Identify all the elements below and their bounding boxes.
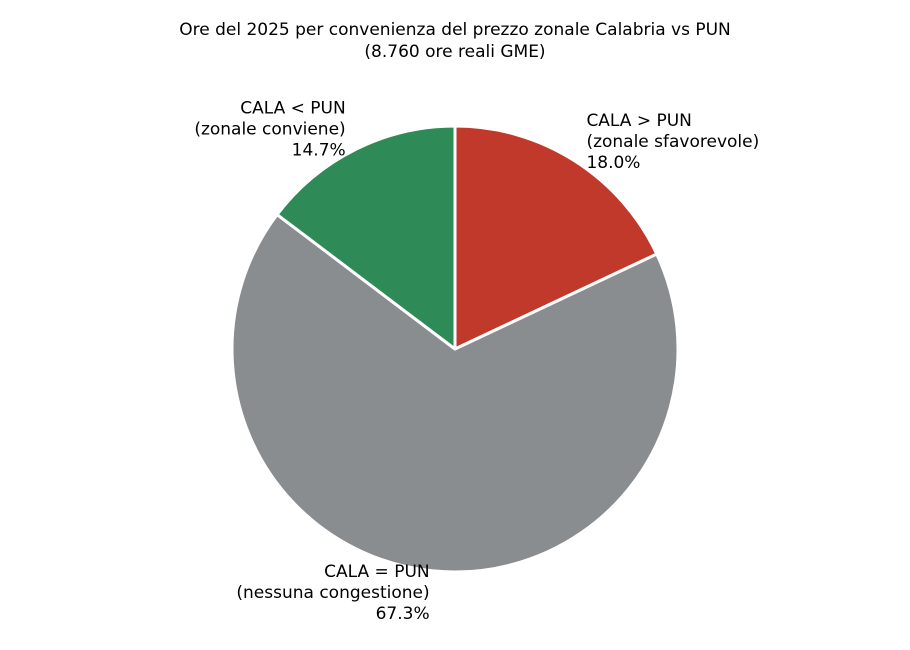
value-label: 18.0% [586, 153, 640, 173]
pie-slice [230, 213, 680, 574]
chart-title: Ore del 2025 per convenienza del prezzo … [179, 20, 731, 40]
slice-description: (zonale conviene) [194, 119, 345, 139]
pie-slice [453, 124, 659, 351]
slice-label: CALA < PUN [240, 98, 345, 118]
slice-description: (zonale sfavorevole) [586, 132, 759, 152]
slice-description: (nessuna congestione) [236, 583, 429, 603]
slice-label: CALA = PUN [324, 562, 429, 582]
value-label: 67.3% [376, 604, 430, 624]
slice-label: CALA > PUN [586, 111, 691, 131]
chart-subtitle: (8.760 ore reali GME) [364, 42, 545, 62]
pie-slice [275, 124, 457, 351]
value-label: 14.7% [292, 140, 346, 160]
